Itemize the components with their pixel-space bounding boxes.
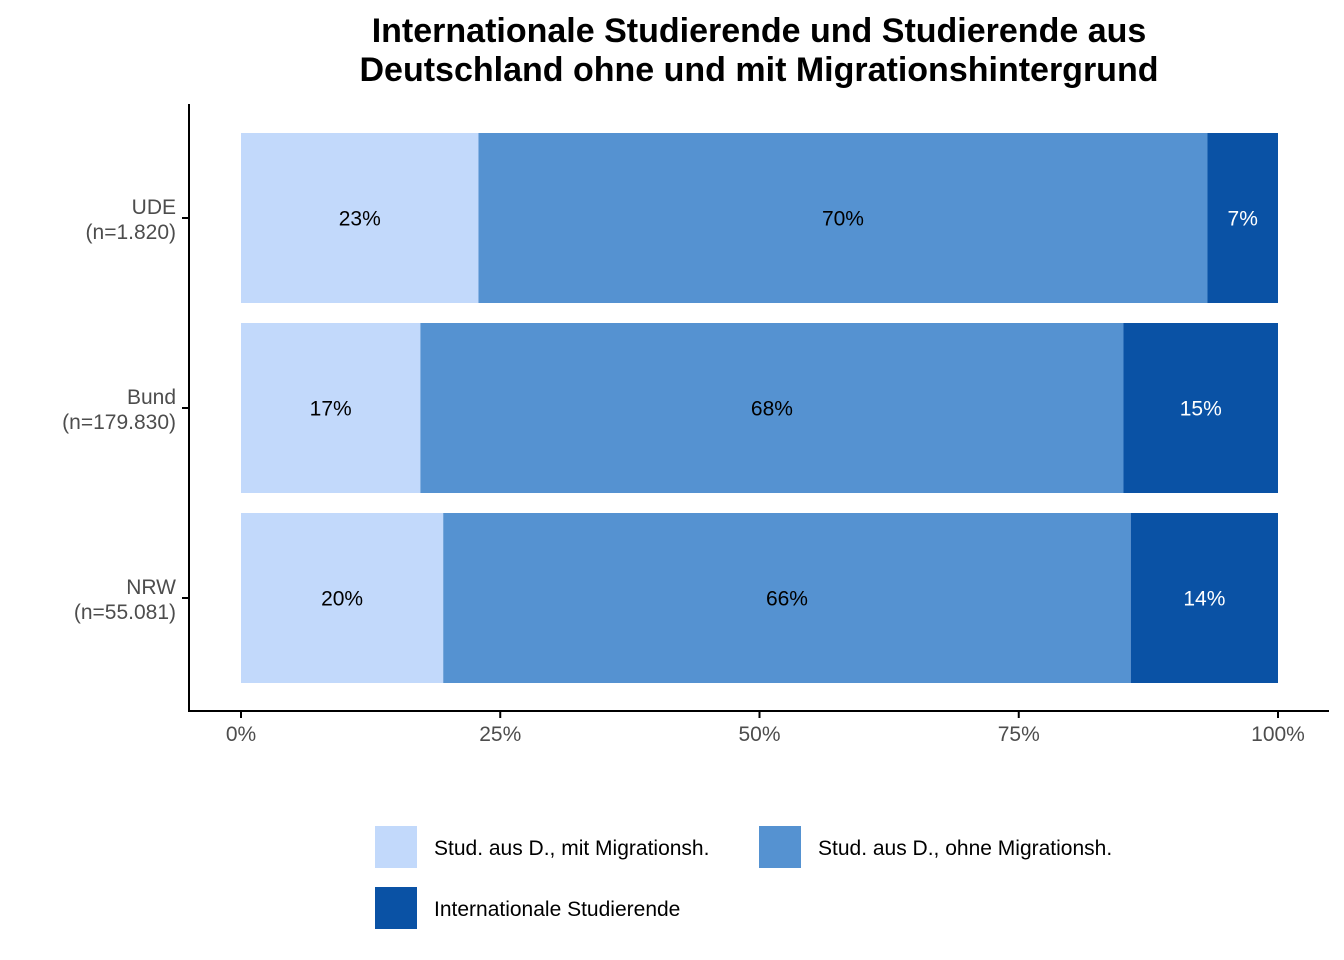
x-tick-label-0: 0%: [226, 723, 256, 746]
x-axis-ticks: 0% 25% 50% 75% 100%: [226, 711, 1305, 746]
legend-label-series-1: Stud. aus D., mit Migrationsh.: [434, 837, 709, 860]
x-tick-label-75: 75%: [998, 723, 1040, 746]
bar-ude-series-2: [478, 133, 1208, 303]
bar-nrw-series-2: [443, 513, 1131, 683]
y-tick-label-bund: Bund: [127, 386, 176, 409]
bar-nrw-series-1: [241, 513, 444, 683]
bar-labels: 23% 70% 7% 17% 68% 15% 20% 66% 14%: [310, 208, 1258, 611]
legend-swatch-series-3: [375, 887, 417, 929]
bar-label-bund-series-1: 17%: [310, 398, 352, 421]
bar-label-ude-series-3: 7%: [1228, 208, 1258, 231]
bar-label-nrw-series-3: 14%: [1183, 588, 1225, 611]
x-tick-label-25: 25%: [479, 723, 521, 746]
legend-label-series-3: Internationale Studierende: [434, 898, 680, 921]
bar-label-bund-series-2: 68%: [751, 398, 793, 421]
bar-ude-series-3: [1207, 133, 1278, 303]
bar-label-ude-series-2: 70%: [822, 208, 864, 231]
bars: [241, 133, 1278, 683]
bar-bund-series-2: [420, 323, 1124, 493]
bar-label-ude-series-1: 23%: [339, 208, 381, 231]
y-tick-sample-size-bund: (n=179.830): [62, 411, 176, 434]
y-tick-label-ude: UDE: [132, 196, 176, 219]
chart-title: Internationale Studierende und Studieren…: [360, 12, 1159, 89]
y-tick-sample-size-nrw: (n=55.081): [74, 601, 176, 624]
chart-title-line-1: Internationale Studierende und Studieren…: [372, 12, 1147, 50]
bar-ude-series-1: [241, 133, 479, 303]
legend-swatch-series-2: [759, 826, 801, 868]
y-axis-ticks: UDE(n=1.820) Bund(n=179.830) NRW(n=55.081): [62, 196, 189, 624]
bar-label-bund-series-3: 15%: [1180, 398, 1222, 421]
x-tick-label-100: 100%: [1251, 723, 1305, 746]
y-tick-label-nrw: NRW: [126, 576, 176, 599]
legend: Stud. aus D., mit Migrationsh. Stud. aus …: [375, 826, 1112, 929]
legend-swatch-series-1: [375, 826, 417, 868]
chart-title-line-2: Deutschland ohne und mit Migrationshinte…: [360, 51, 1159, 89]
bar-bund-series-3: [1123, 323, 1278, 493]
legend-label-series-2: Stud. aus D., ohne Migrationsh.: [818, 837, 1112, 860]
bar-label-nrw-series-2: 66%: [766, 588, 808, 611]
bar-nrw-series-3: [1130, 513, 1278, 683]
y-tick-sample-size-ude: (n=1.820): [86, 221, 176, 244]
x-tick-label-50: 50%: [738, 723, 780, 746]
bar-bund-series-1: [241, 323, 421, 493]
bar-label-nrw-series-1: 20%: [321, 588, 363, 611]
